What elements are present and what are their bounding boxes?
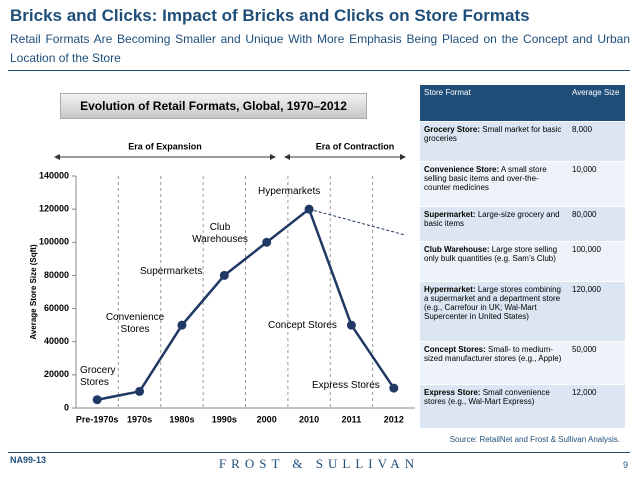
- x-tick-label: 1970s: [127, 414, 152, 424]
- table-row: Hypermarket: Large stores combining a su…: [420, 281, 625, 342]
- cell: Club Warehouse: Large store selling only…: [420, 241, 568, 282]
- point: [304, 204, 314, 214]
- y-tick-label: 140000: [39, 170, 69, 180]
- x-tick-label: 1980s: [169, 414, 194, 424]
- table: Store Format Average Size Grocery Store:…: [420, 85, 625, 429]
- cell: 120,000: [568, 281, 625, 342]
- point: [346, 320, 356, 330]
- format-name: Supermarket:: [424, 210, 476, 219]
- slide-title: Bricks and Clicks: Impact of Bricks and …: [10, 6, 530, 25]
- x-tick-label: 2011: [342, 414, 362, 424]
- annotation: Supermarkets: [140, 266, 203, 277]
- cell: Grocery Store: Small market for basic gr…: [420, 121, 568, 162]
- annotation: Convenience Stores: [105, 312, 165, 335]
- cell: 100,000: [568, 241, 625, 282]
- point: [389, 383, 399, 393]
- rule: [8, 70, 630, 71]
- table-row: Supermarket: Large-size grocery and basi…: [420, 206, 625, 242]
- format-desc: Large store selling only bulk quantities…: [424, 245, 558, 263]
- table-row: Express Store: Small convenience stores …: [420, 384, 625, 429]
- x-tick-label: 2000: [257, 414, 277, 424]
- y-tick-label: 120000: [39, 204, 69, 214]
- point: [262, 237, 272, 247]
- format-name: Grocery Store:: [424, 125, 481, 134]
- table-row: Club Warehouse: Large store selling only…: [420, 241, 625, 282]
- cell: Supermarket: Large-size grocery and basi…: [420, 206, 568, 242]
- table-row: Grocery Store: Small market for basic gr…: [420, 121, 625, 162]
- format-desc: Small convenience stores (e.g., Wal-Mart…: [424, 388, 550, 406]
- format-name: Convenience Store:: [424, 165, 500, 174]
- rule: [8, 452, 630, 453]
- line: [96, 207, 395, 401]
- format-name: Express Store:: [424, 388, 481, 397]
- annotation: Grocery Stores: [80, 365, 116, 388]
- y-tick-label: 40000: [44, 336, 69, 346]
- slide-subtitle: Retail Formats Are Becoming Smaller and …: [10, 32, 630, 65]
- slide-code: NA99-13: [10, 455, 47, 465]
- era-label: Era of Expansion: [128, 141, 202, 151]
- header-cell: Store Format: [420, 85, 568, 122]
- x-tick-label: 2010: [299, 414, 319, 424]
- format-name: Club Warehouse:: [424, 245, 490, 254]
- annotation: Express Stores: [312, 380, 380, 391]
- x-tick-label: 1990s: [212, 414, 237, 424]
- y-axis-label: Average Store Size (Sqft): [29, 244, 38, 340]
- format-desc: A small store selling basic items and ov…: [424, 165, 547, 192]
- era-label: Era of Contraction: [316, 141, 395, 151]
- format-desc: Small market for basic groceries: [424, 125, 562, 143]
- table-row: Convenience Store: A small store selling…: [420, 161, 625, 207]
- brand: FROST & SULLIVAN: [218, 456, 420, 471]
- format-desc: Small- to medium-sized manufacturer stor…: [424, 345, 562, 363]
- y-tick-label: 80000: [44, 270, 69, 280]
- cell: Express Store: Small convenience stores …: [420, 384, 568, 429]
- annotation: Hypermarkets: [258, 186, 321, 197]
- y-tick-label: 20000: [44, 369, 69, 379]
- table-row: Concept Stores: Small- to medium-sized m…: [420, 341, 625, 385]
- page-number: 9: [622, 460, 628, 470]
- format-desc: Large stores combining a supermarket and…: [424, 285, 561, 321]
- annotation: Club Warehouses: [192, 222, 248, 245]
- x-tick-label: 2012: [384, 414, 404, 424]
- cell: 50,000: [568, 341, 625, 385]
- cell: Concept Stores: Small- to medium-sized m…: [420, 341, 568, 385]
- point: [135, 386, 145, 396]
- format-name: Hypermarket:: [424, 285, 476, 294]
- chart-title: Evolution of Retail Formats, Global, 197…: [60, 93, 367, 119]
- cell: 80,000: [568, 206, 625, 242]
- format-desc: Large-size grocery and basic items: [424, 210, 560, 228]
- header-cell: Average Size: [568, 85, 625, 122]
- cell: Convenience Store: A small store selling…: [420, 161, 568, 207]
- point: [92, 395, 102, 405]
- source: Source: RetailNet and Frost & Sullivan A…: [449, 435, 620, 444]
- point: [177, 320, 187, 330]
- x-tick-label: Pre-1970s: [76, 414, 119, 424]
- cell: 8,000: [568, 121, 625, 162]
- y-tick-label: 60000: [44, 303, 69, 313]
- format-name: Concept Stores:: [424, 345, 486, 354]
- cell: 10,000: [568, 161, 625, 207]
- y-tick-label: 0: [64, 402, 69, 412]
- point: [219, 270, 229, 280]
- cell: 12,000: [568, 384, 625, 429]
- trend: [308, 208, 406, 236]
- cell: Hypermarket: Large stores combining a su…: [420, 281, 568, 342]
- y-tick-label: 100000: [39, 237, 69, 247]
- annotation: Concept Stores: [268, 320, 337, 331]
